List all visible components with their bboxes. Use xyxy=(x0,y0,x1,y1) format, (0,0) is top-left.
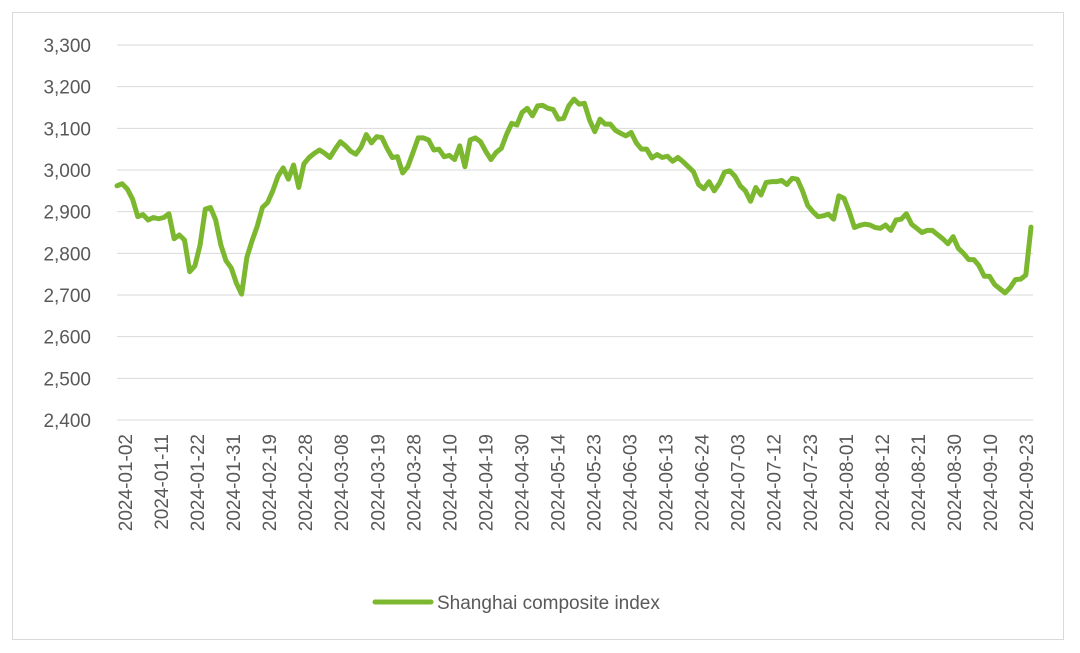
x-tick-label: 2024-05-14 xyxy=(548,434,569,532)
gridlines xyxy=(117,44,1033,421)
chart-frame: 2,400 2,500 2,600 2,700 2,800 2,900 3,000 3,100… xyxy=(12,12,1064,640)
x-tick-label: 2024-08-12 xyxy=(873,434,894,531)
x-tick-label: 2024-05-23 xyxy=(585,434,606,531)
y-axis: 2,400 2,500 2,600 2,700 2,800 2,900 3,000 3,100… xyxy=(43,36,91,432)
y-tick-label: 3,300 xyxy=(43,36,91,57)
series-group xyxy=(114,96,1034,297)
x-tick-label: 2024-08-30 xyxy=(945,434,966,531)
x-tick-label: 2024-03-19 xyxy=(368,434,389,531)
line-chart: 2,400 2,500 2,600 2,700 2,800 2,900 3,000 3,100… xyxy=(43,36,1038,614)
x-tick-label: 2024-08-01 xyxy=(837,434,858,531)
y-tick-label: 3,200 xyxy=(43,78,91,99)
y-tick-label: 3,100 xyxy=(43,119,91,140)
y-tick-label: 2,600 xyxy=(43,328,91,349)
x-tick-label: 2024-09-10 xyxy=(981,434,1002,531)
legend-label: Shanghai composite index xyxy=(437,593,660,614)
x-tick-label: 2024-02-28 xyxy=(296,434,317,531)
x-axis: 2024-01-02 2024-01-11 2024-01-22 2024-01-31… xyxy=(116,434,1038,532)
y-tick-label: 2,500 xyxy=(43,369,91,390)
x-tick-label: 2024-04-30 xyxy=(512,434,533,531)
x-tick-label: 2024-01-02 xyxy=(116,434,137,531)
y-tick-label: 2,800 xyxy=(43,244,91,265)
y-tick-label: 2,900 xyxy=(43,203,91,224)
series-line xyxy=(114,96,1034,297)
y-tick-label: 3,000 xyxy=(43,161,91,182)
x-tick-label: 2024-09-23 xyxy=(1017,434,1038,531)
x-tick-label: 2024-06-24 xyxy=(693,434,714,532)
x-tick-label: 2024-03-08 xyxy=(332,434,353,531)
x-tick-label: 2024-03-28 xyxy=(404,434,425,531)
x-tick-label: 2024-07-12 xyxy=(765,434,786,531)
x-tick-label: 2024-04-19 xyxy=(476,434,497,531)
x-tick-label: 2024-07-23 xyxy=(801,434,822,531)
y-tick-label: 2,700 xyxy=(43,286,91,307)
x-tick-label: 2024-07-03 xyxy=(729,434,750,531)
x-tick-label: 2024-04-10 xyxy=(440,434,461,531)
x-tick-label: 2024-06-03 xyxy=(621,434,642,531)
x-tick-label: 2024-01-31 xyxy=(224,434,245,531)
x-tick-label: 2024-01-11 xyxy=(152,434,173,530)
legend[interactable]: Shanghai composite index xyxy=(372,593,660,614)
y-tick-label: 2,400 xyxy=(43,411,91,432)
x-tick-label: 2024-01-22 xyxy=(188,434,209,531)
x-tick-label: 2024-08-21 xyxy=(909,434,930,531)
x-tick-label: 2024-02-19 xyxy=(260,434,281,531)
x-tick-label: 2024-06-13 xyxy=(657,434,678,531)
